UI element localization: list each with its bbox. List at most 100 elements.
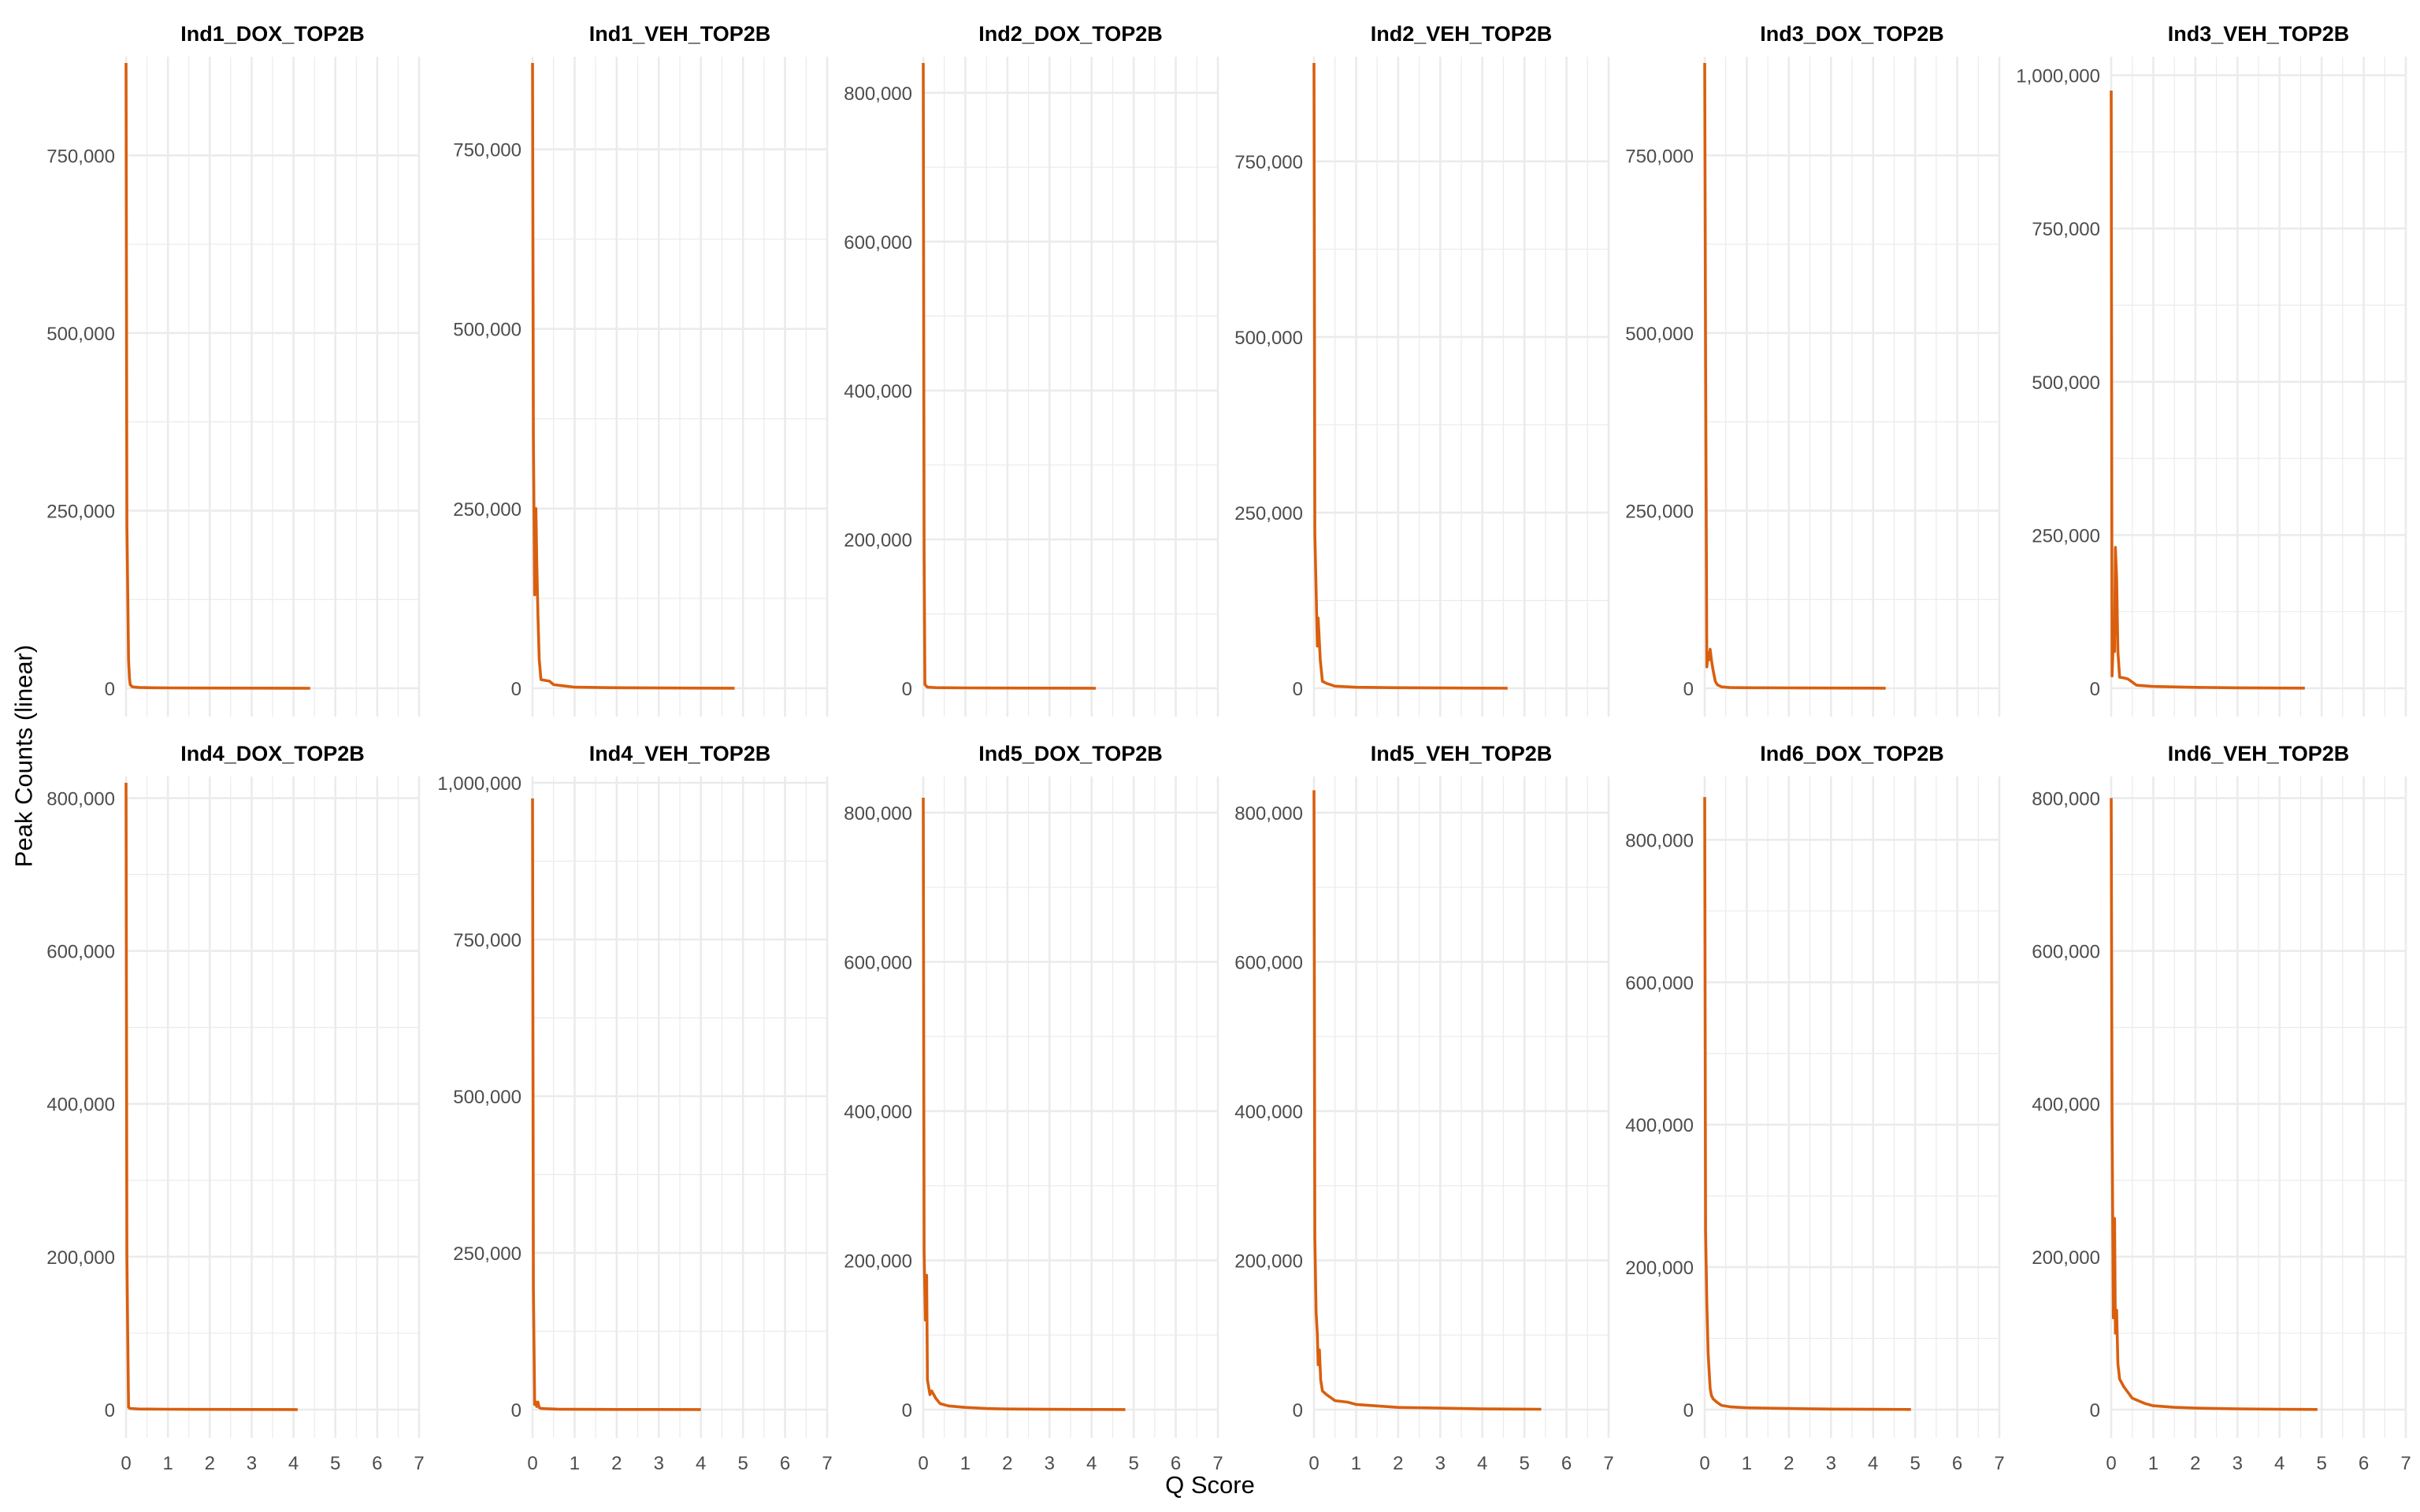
panel-title: Ind4_DOX_TOP2B	[180, 742, 365, 765]
x-tick-label: 4	[696, 1453, 706, 1474]
y-tick-label: 400,000	[2032, 1095, 2100, 1116]
y-tick-label: 0	[1293, 1400, 1303, 1421]
x-tick-label: 2	[205, 1453, 215, 1474]
y-tick-label: 250,000	[1234, 503, 1303, 524]
x-tick-label: 4	[2274, 1453, 2285, 1474]
y-tick-label: 0	[2090, 1400, 2100, 1421]
y-tick-label: 250,000	[453, 499, 521, 521]
series-line	[531, 798, 701, 1411]
y-tick-label: 200,000	[1625, 1258, 1694, 1279]
x-tick-label: 0	[1308, 1453, 1319, 1474]
x-tick-label: 6	[780, 1453, 790, 1474]
series-line	[1703, 797, 1911, 1411]
y-tick-label: 750,000	[1234, 152, 1303, 173]
panel-11: 0 1 2 3 4 5 6 7 0 200,000 400,000 600,000 800,000 Ind…	[1625, 742, 2004, 1474]
y-tick-label: 800,000	[2032, 788, 2100, 810]
y-tick-label: 400,000	[844, 1102, 912, 1123]
x-tick-label: 5	[2316, 1453, 2326, 1474]
y-tick-label: 400,000	[1625, 1115, 1694, 1136]
panel-title: Ind1_VEH_TOP2B	[589, 22, 771, 46]
y-tick-label: 400,000	[844, 381, 912, 402]
x-tick-label: 1	[2148, 1453, 2158, 1474]
x-tick-label: 3	[1435, 1453, 1446, 1474]
x-tick-label: 7	[1603, 1453, 1613, 1474]
y-tick-label: 500,000	[1625, 324, 1694, 345]
x-tick-label: 3	[1045, 1453, 1055, 1474]
y-tick-label: 0	[1683, 1400, 1694, 1421]
y-tick-label: 200,000	[844, 530, 912, 551]
x-tick-label: 0	[1699, 1453, 1709, 1474]
x-tick-label: 3	[654, 1453, 664, 1474]
y-axis-label-container: Peak Counts (linear)	[8, 0, 39, 1512]
y-tick-label: 0	[511, 679, 521, 700]
x-tick-label: 1	[1742, 1453, 1752, 1474]
x-tick-label: 6	[1952, 1453, 1962, 1474]
series-line	[1312, 62, 1508, 690]
y-tick-label: 0	[105, 1400, 115, 1421]
x-tick-label: 2	[1783, 1453, 1794, 1474]
x-tick-label: 7	[1212, 1453, 1223, 1474]
y-tick-label: 750,000	[46, 146, 115, 167]
x-tick-label: 6	[1171, 1453, 1181, 1474]
series-line	[124, 62, 310, 690]
y-tick-label: 800,000	[46, 788, 115, 810]
x-tick-label: 5	[330, 1453, 340, 1474]
panel-title: Ind3_DOX_TOP2B	[1760, 22, 1944, 46]
panel-title: Ind6_DOX_TOP2B	[1760, 742, 1944, 765]
panel-10: 0 1 2 3 4 5 6 7 0 200,000 400,000 600,000 800,000 Ind…	[1234, 742, 1613, 1474]
panel-title: Ind5_VEH_TOP2B	[1371, 742, 1553, 765]
y-tick-label: 800,000	[844, 803, 912, 825]
panel-12: 0 1 2 3 4 5 6 7 0 200,000 400,000 600,000 800,000 Ind…	[2032, 742, 2411, 1474]
panel-title: Ind4_VEH_TOP2B	[589, 742, 771, 765]
y-tick-label: 400,000	[1234, 1102, 1303, 1123]
y-tick-label: 200,000	[844, 1251, 912, 1272]
y-tick-label: 800,000	[1234, 803, 1303, 825]
x-tick-label: 0	[918, 1453, 928, 1474]
x-tick-label: 7	[822, 1453, 832, 1474]
x-tick-label: 1	[960, 1453, 971, 1474]
x-tick-label: 1	[570, 1453, 580, 1474]
x-tick-label: 7	[414, 1453, 424, 1474]
panel-title: Ind5_DOX_TOP2B	[978, 742, 1163, 765]
y-tick-label: 0	[2090, 679, 2100, 700]
y-tick-label: 500,000	[453, 1087, 521, 1108]
y-tick-label: 200,000	[1234, 1251, 1303, 1272]
y-tick-label: 250,000	[46, 501, 115, 522]
x-tick-label: 5	[1128, 1453, 1138, 1474]
y-tick-label: 750,000	[2032, 219, 2100, 240]
y-tick-label: 200,000	[2032, 1247, 2100, 1269]
series-line	[922, 62, 1097, 690]
y-tick-label: 750,000	[453, 140, 521, 161]
y-tick-label: 500,000	[453, 320, 521, 341]
y-tick-label: 250,000	[1625, 501, 1694, 522]
y-tick-label: 600,000	[844, 232, 912, 254]
panel-7: 0 1 2 3 4 5 6 7 0 200,000 400,000 600,000 800,000 Ind…	[46, 742, 424, 1474]
x-tick-label: 2	[1393, 1453, 1403, 1474]
x-tick-label: 5	[737, 1453, 748, 1474]
x-tick-label: 4	[1477, 1453, 1487, 1474]
y-axis-label: Peak Counts (linear)	[9, 644, 38, 868]
series-line	[1312, 790, 1542, 1411]
y-tick-label: 750,000	[1625, 146, 1694, 167]
x-tick-label: 7	[2400, 1453, 2411, 1474]
x-tick-label: 5	[1910, 1453, 1920, 1474]
y-tick-label: 500,000	[46, 324, 115, 345]
y-tick-label: 400,000	[46, 1095, 115, 1116]
x-tick-label: 2	[2190, 1453, 2200, 1474]
panel-2: 0 250,000 500,000 750,000 Ind1_VEH_TOP2B	[453, 22, 829, 717]
x-tick-label: 0	[527, 1453, 537, 1474]
y-tick-label: 1,000,000	[2016, 66, 2100, 87]
x-tick-label: 0	[2106, 1453, 2116, 1474]
panel-8: 0 1 2 3 4 5 6 7 0 250,000 500,000 750,000 1,000,000 I…	[437, 742, 832, 1474]
y-tick-label: 250,000	[2032, 525, 2100, 547]
y-tick-label: 0	[105, 679, 115, 700]
y-tick-label: 750,000	[453, 930, 521, 951]
x-tick-label: 6	[2359, 1453, 2369, 1474]
x-tick-label: 4	[288, 1453, 299, 1474]
series-line	[2110, 90, 2305, 690]
panel-3: 0 200,000 400,000 600,000 800,000 Ind2_DOX_TO…	[844, 22, 1219, 717]
y-tick-label: 500,000	[2032, 372, 2100, 394]
panel-title: Ind6_VEH_TOP2B	[2168, 742, 2350, 765]
x-tick-label: 6	[372, 1453, 382, 1474]
